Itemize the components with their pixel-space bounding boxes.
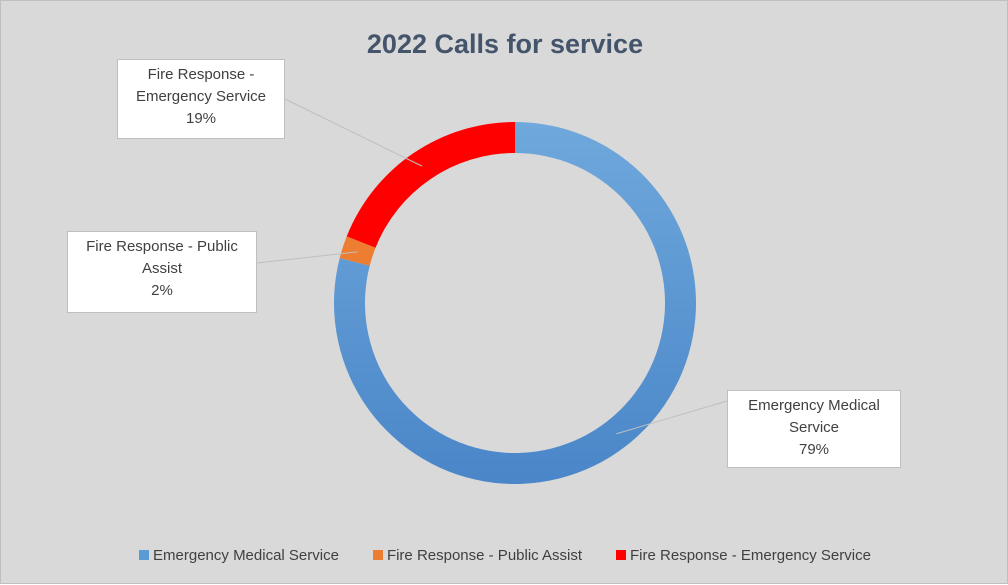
data-label-value: 79% <box>798 441 830 458</box>
data-label-fire-response-public-assist: Fire Response - Public Assist 2% <box>67 231 257 313</box>
leader-line <box>616 400 728 435</box>
data-label-line: Service <box>788 419 840 436</box>
legend-label: Fire Response - Public Assist <box>386 546 583 564</box>
legend-item-fire-response-emergency-service[interactable]: Fire Response - Emergency Service <box>616 547 871 564</box>
data-label-value: 19% <box>185 110 217 127</box>
legend-swatch <box>139 550 150 560</box>
legend-label: Fire Response - Emergency Service <box>630 546 871 564</box>
legend: Emergency Medical Service Fire Response … <box>1 543 1008 567</box>
chart-title: 2022 Calls for service <box>366 29 644 59</box>
donut-slice-fire-response-emergency-service[interactable] <box>346 122 515 248</box>
leader-line <box>256 251 358 264</box>
leader-line <box>284 98 423 167</box>
data-label-line: Fire Response - Public <box>86 238 238 255</box>
data-label-line: Emergency Service <box>135 88 267 105</box>
data-label-line: Fire Response - <box>147 66 255 83</box>
legend-label: Emergency Medical Service <box>153 546 339 564</box>
data-label-line: Emergency Medical <box>748 397 880 414</box>
legend-item-emergency-medical-service[interactable]: Emergency Medical Service <box>139 547 339 564</box>
legend-item-fire-response-public-assist[interactable]: Fire Response - Public Assist <box>372 546 583 564</box>
data-label-emergency-medical-service: Emergency Medical Service 79% <box>727 390 901 468</box>
legend-swatch <box>616 550 627 560</box>
leader-lines <box>256 98 728 435</box>
legend-swatch <box>372 550 383 560</box>
data-label-fire-response-emergency-service: Fire Response - Emergency Service 19% <box>117 59 285 139</box>
data-label-line: Assist <box>141 260 182 277</box>
donut-slice-fire-response-public-assist[interactable] <box>339 236 376 266</box>
data-label-value: 2% <box>151 282 173 299</box>
donut-slices <box>333 122 696 485</box>
